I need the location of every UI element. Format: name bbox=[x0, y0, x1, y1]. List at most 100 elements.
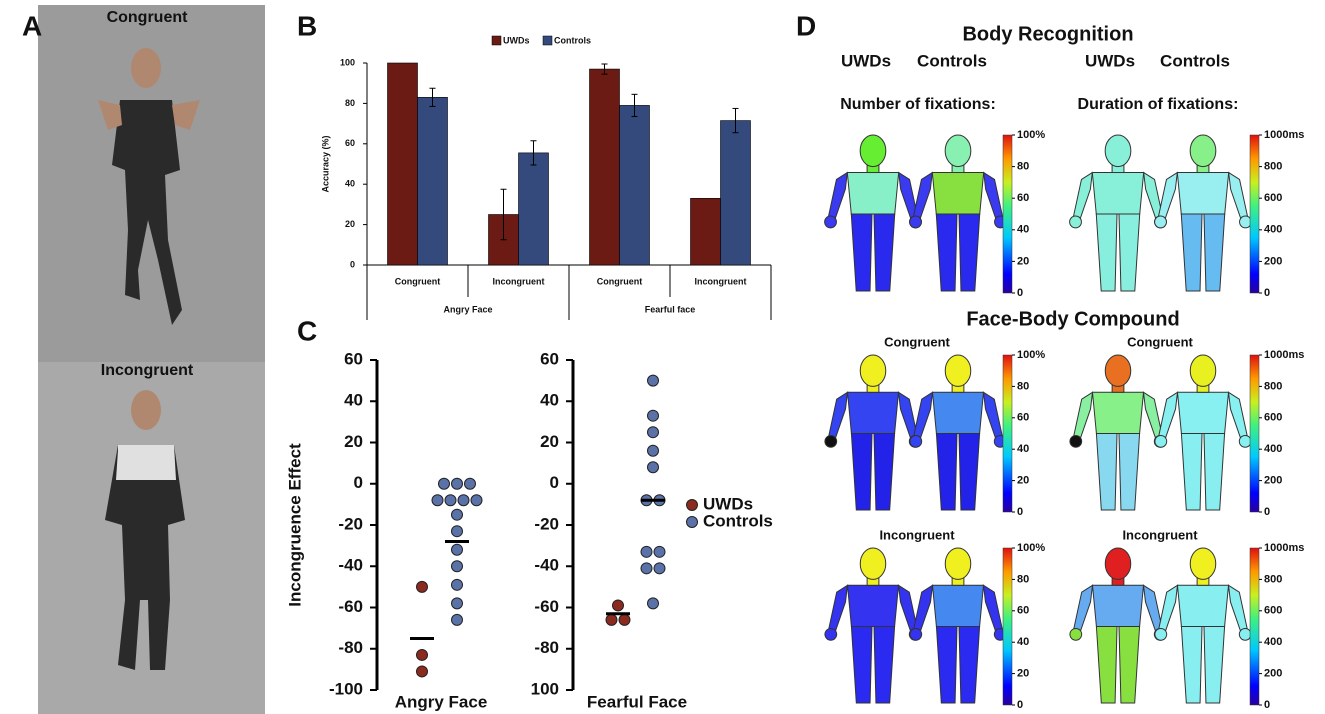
body-hand bbox=[1154, 215, 1167, 229]
body-arm bbox=[983, 171, 1004, 219]
bar bbox=[518, 152, 549, 266]
colorbar bbox=[1002, 354, 1013, 513]
y-tick-label: 40 bbox=[344, 391, 363, 410]
colorbar-tick-label: 0 bbox=[1264, 506, 1270, 518]
body-arm bbox=[1227, 391, 1248, 439]
body-leg bbox=[873, 213, 896, 292]
subplot-title: Angry Face bbox=[395, 692, 488, 711]
data-point bbox=[653, 562, 666, 575]
colorbar-tick-label: 0 bbox=[1264, 699, 1270, 711]
colorbar-tick-label: 80 bbox=[1017, 573, 1029, 585]
colorbar-tick-label: 200 bbox=[1264, 475, 1282, 487]
colorbar-tick-label: 600 bbox=[1264, 192, 1282, 204]
colorbar-tick-label: 600 bbox=[1264, 412, 1282, 424]
body-leg bbox=[935, 433, 958, 511]
body-leg bbox=[873, 626, 896, 704]
body-arm bbox=[1158, 584, 1179, 632]
body-hand bbox=[1154, 434, 1168, 448]
body-torso bbox=[1091, 391, 1145, 434]
bar bbox=[619, 105, 650, 266]
person-photo bbox=[98, 48, 200, 670]
y-tick-label: 20 bbox=[344, 432, 363, 451]
y-tick-label: 80 bbox=[345, 98, 355, 108]
measure-title: Number of fixations: bbox=[840, 96, 996, 113]
legend-label: Controls bbox=[703, 511, 773, 530]
body-leg bbox=[850, 433, 873, 511]
y-tick-label: 40 bbox=[540, 391, 559, 410]
legend-swatch bbox=[542, 35, 553, 46]
colorbar-tick-label: 40 bbox=[1017, 224, 1029, 236]
photo-caption: Congruent bbox=[107, 9, 189, 26]
condition-caption: Incongruent bbox=[1122, 527, 1198, 542]
condition-caption: Incongruent bbox=[879, 527, 955, 542]
body-torso bbox=[1091, 584, 1145, 627]
body-hand bbox=[824, 215, 837, 229]
body-arm bbox=[913, 391, 934, 439]
body-arm bbox=[982, 584, 1003, 632]
body-head bbox=[859, 354, 887, 387]
colorbar bbox=[1249, 134, 1260, 294]
colorbar-tick-label: 0 bbox=[1017, 506, 1023, 518]
body-torso bbox=[846, 584, 900, 627]
y-tick-label: -20 bbox=[534, 514, 559, 533]
body-leg bbox=[1203, 626, 1226, 704]
y-tick-label: 20 bbox=[345, 219, 355, 229]
column-header: Controls bbox=[1160, 51, 1230, 70]
legend-label: Controls bbox=[554, 35, 591, 45]
colorbar-tick-label: 800 bbox=[1264, 161, 1282, 173]
colorbar-tick-label: 100% bbox=[1017, 542, 1045, 554]
body-head bbox=[944, 354, 972, 387]
colorbar-tick-label: 20 bbox=[1017, 475, 1029, 487]
y-tick-label: 40 bbox=[345, 179, 355, 189]
bar bbox=[417, 97, 448, 266]
y-tick-label: 0 bbox=[550, 473, 559, 492]
body-hand bbox=[824, 627, 838, 641]
body-hand bbox=[1069, 627, 1083, 641]
y-tick-label: 100 bbox=[531, 679, 559, 698]
group-label: Angry Face bbox=[443, 304, 492, 314]
body-leg bbox=[1095, 213, 1118, 292]
body-leg bbox=[1203, 433, 1226, 511]
y-tick-label: -20 bbox=[338, 514, 363, 533]
y-tick-label: 60 bbox=[345, 138, 355, 148]
y-tick-label: 0 bbox=[354, 473, 363, 492]
body-arm bbox=[1073, 584, 1094, 632]
body-leg bbox=[1118, 626, 1141, 704]
body-head bbox=[1189, 354, 1217, 387]
body-leg bbox=[1095, 433, 1118, 511]
body-arm bbox=[1142, 584, 1163, 632]
group-label: Fearful face bbox=[645, 304, 696, 314]
colorbar bbox=[1249, 547, 1260, 706]
data-point bbox=[431, 494, 444, 507]
colorbar-tick-label: 1000ms bbox=[1264, 129, 1304, 141]
body-arm bbox=[827, 171, 848, 219]
colorbar-tick-label: 0 bbox=[1017, 287, 1023, 299]
body-arm bbox=[897, 391, 918, 439]
bar bbox=[589, 68, 620, 266]
subplot-title: Fearful Face bbox=[587, 692, 687, 711]
data-point bbox=[647, 426, 659, 439]
body-hand bbox=[824, 434, 838, 448]
bar bbox=[387, 62, 418, 266]
body-leg bbox=[1118, 433, 1141, 511]
data-point bbox=[647, 374, 659, 387]
data-point bbox=[464, 477, 476, 490]
bar bbox=[690, 198, 721, 266]
legend-label: UWDs bbox=[503, 35, 530, 45]
y-tick-label: 20 bbox=[540, 432, 559, 451]
body-hand bbox=[1069, 215, 1082, 229]
colorbar-tick-label: 80 bbox=[1017, 161, 1029, 173]
colorbar-tick-label: 60 bbox=[1017, 192, 1029, 204]
body-torso bbox=[931, 172, 985, 215]
column-header: Controls bbox=[917, 51, 987, 70]
colorbar-tick-label: 400 bbox=[1264, 443, 1282, 455]
data-point bbox=[451, 543, 463, 556]
body-head bbox=[1189, 547, 1217, 580]
body-leg bbox=[873, 433, 896, 511]
data-point bbox=[647, 444, 659, 457]
data-point bbox=[451, 525, 463, 538]
panel-label: A bbox=[22, 10, 42, 41]
data-point bbox=[457, 494, 470, 507]
x-tick-label: Incongruent bbox=[493, 276, 545, 286]
